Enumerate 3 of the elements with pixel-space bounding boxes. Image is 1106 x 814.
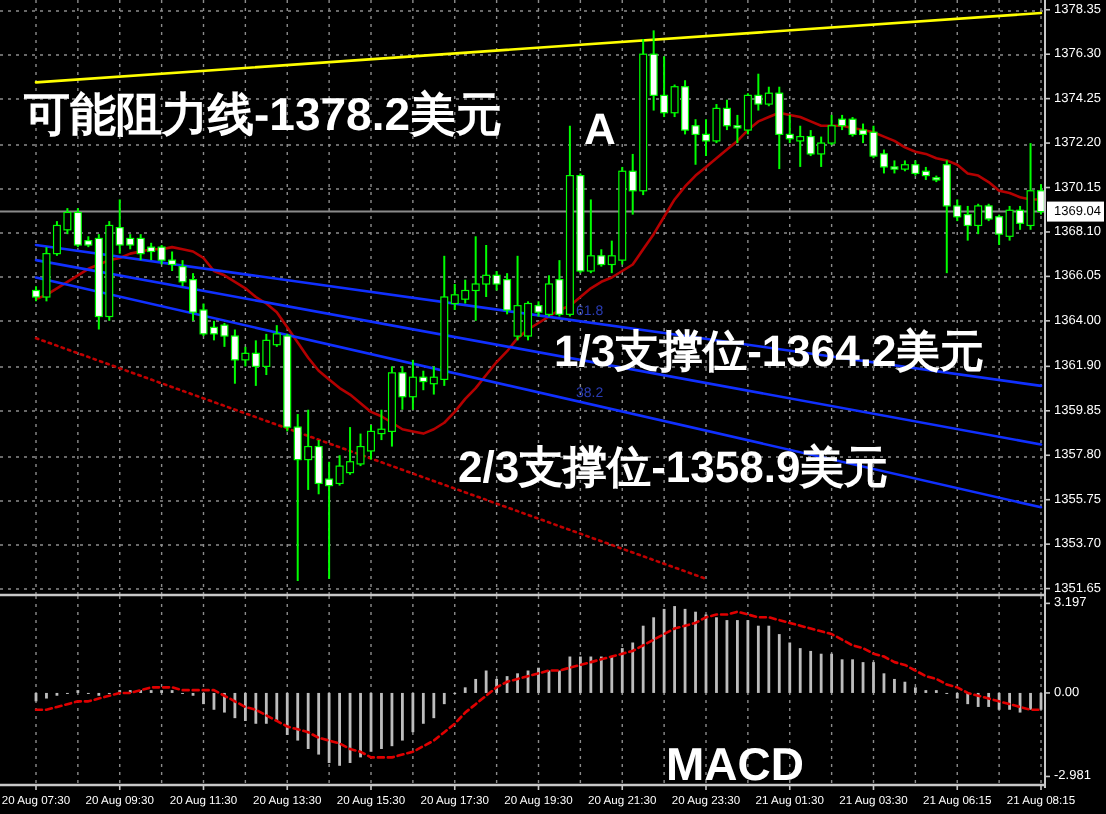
annotation: 可能阻力线-1378.2美元	[22, 88, 503, 140]
annotation: A	[584, 104, 616, 154]
annotation: MACD	[666, 738, 804, 790]
